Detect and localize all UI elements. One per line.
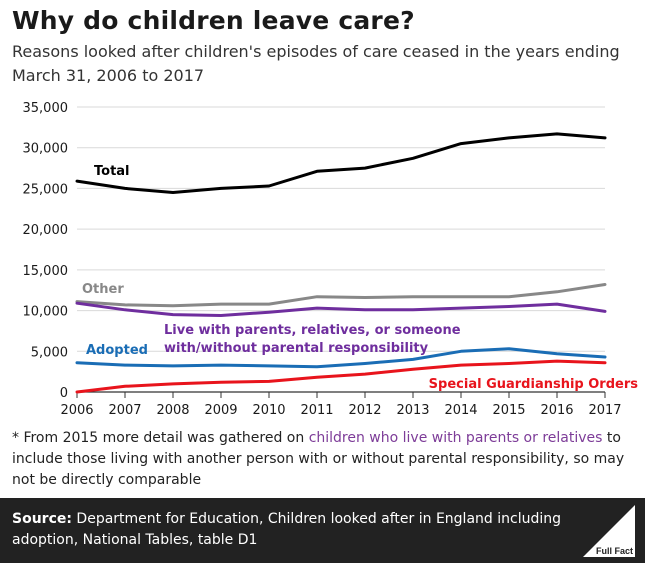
footnote-link[interactable]: children who live with parents or relati… — [308, 430, 603, 446]
total-label: Total — [94, 164, 130, 179]
line-chart: 0 5,000 10,000 15,000 20,000 25,000 30,000 35,0… — [23, 101, 639, 418]
live-with-parents-label-line1: Live with parents, relatives, or someone — [164, 323, 461, 338]
y-tick-label: 35,000 — [23, 101, 69, 116]
x-tick-label: 2006 — [60, 403, 93, 418]
chart-subtitle: Reasons looked after children's episodes… — [12, 42, 620, 85]
y-tick-label: 5,000 — [31, 345, 68, 360]
x-tick-label: 2013 — [396, 403, 429, 418]
x-tick-label: 2016 — [540, 403, 573, 418]
footnote-suffix: to include those living with another per… — [12, 430, 625, 488]
x-tick-label: 2012 — [348, 403, 381, 418]
y-tick-label: 20,000 — [23, 223, 69, 238]
x-tick-label: 2017 — [588, 403, 621, 418]
source-body: Department for Education, Children looke… — [12, 511, 561, 548]
x-tick-label: 2011 — [300, 403, 333, 418]
x-tick-label: 2007 — [108, 403, 141, 418]
adopted-line — [75, 347, 607, 369]
source-label: Source: — [12, 511, 72, 527]
special-guardianship-label: Special Guardianship Orders — [429, 377, 639, 392]
x-tick-label: 2014 — [444, 403, 477, 418]
special-guardianship-line — [75, 359, 607, 394]
full-fact-logo: Full Fact — [583, 505, 635, 557]
y-tick-label: 0 — [60, 386, 68, 401]
other-label: Other — [82, 282, 124, 297]
x-tick-label: 2008 — [156, 403, 189, 418]
live-with-parents-line — [75, 301, 607, 317]
source-footer: Source: Department for Education, Childr… — [0, 498, 645, 563]
x-tick-label: 2015 — [492, 403, 525, 418]
live-with-parents-label-line2: with/without parental responsibility — [164, 341, 429, 356]
source-text: Source: Department for Education, Childr… — [12, 509, 572, 551]
x-tick-label: 2009 — [204, 403, 237, 418]
footnote-prefix: * From 2015 more detail was gathered on — [12, 430, 309, 446]
other-line — [75, 283, 607, 308]
logo-triangle — [583, 505, 635, 557]
y-tick-label: 15,000 — [23, 264, 69, 279]
logo-text: Full Fact — [596, 546, 633, 556]
y-tick-label: 10,000 — [23, 305, 69, 320]
x-tick-label: 2010 — [252, 403, 285, 418]
chart-title: Why do children leave care? — [12, 6, 415, 35]
total-line — [75, 132, 607, 194]
y-tick-label: 25,000 — [23, 182, 69, 197]
y-tick-label: 30,000 — [23, 142, 69, 157]
footnote: * From 2015 more detail was gathered on … — [12, 428, 632, 491]
adopted-label: Adopted — [86, 343, 148, 358]
